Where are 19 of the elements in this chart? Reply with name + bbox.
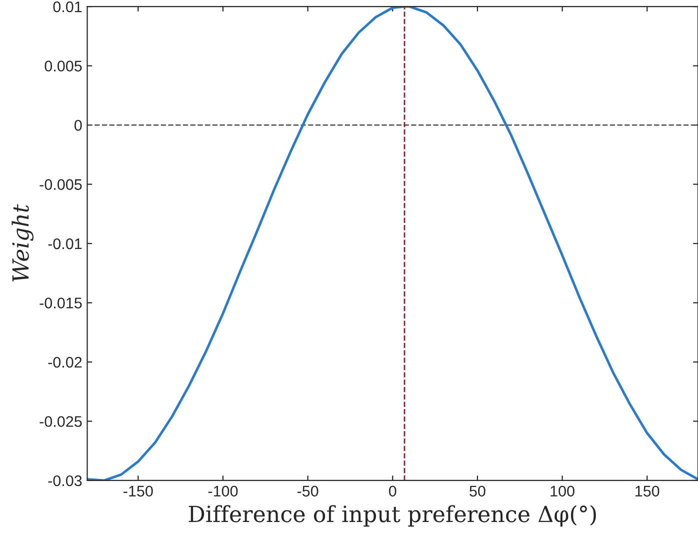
y-tick-label: 0: [74, 120, 82, 131]
y-axis-title: Weight: [12, 204, 34, 282]
x-tick-label: 150: [636, 486, 660, 497]
x-tick-label: -150: [124, 486, 153, 497]
x-axis-title: Difference of input preference Δφ(°): [188, 505, 596, 527]
x-tick-label: 0: [388, 486, 396, 497]
y-tick-label: 0.005: [44, 60, 82, 72]
x-tick-label: -100: [208, 486, 238, 497]
x-tick-label: 50: [470, 486, 486, 497]
y-tick-label: -0.005: [40, 179, 82, 190]
y-tick-label: -0.015: [40, 298, 82, 308]
y-tick-label: -0.025: [40, 416, 82, 427]
y-tick-label: 0.01: [53, 1, 82, 12]
x-tick-label: -50: [297, 486, 318, 497]
line-series: [87, 6, 698, 480]
y-tick-label: -0.02: [48, 356, 82, 368]
y-tick-label: -0.03: [48, 475, 82, 486]
x-tick-label: 100: [550, 486, 574, 497]
y-tick-label: -0.01: [48, 238, 82, 250]
